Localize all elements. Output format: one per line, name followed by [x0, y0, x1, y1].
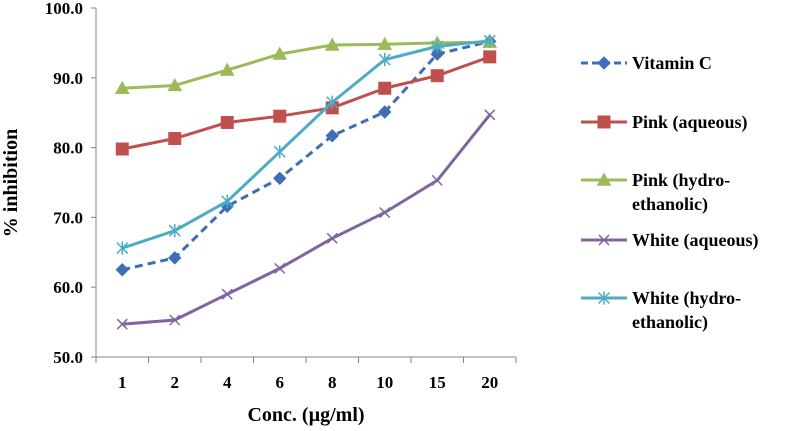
- data-point: [221, 194, 234, 208]
- data-point: [116, 318, 128, 330]
- data-point: [219, 62, 235, 76]
- data-point: [324, 37, 340, 51]
- data-point: [115, 263, 129, 277]
- data-point: [273, 145, 286, 159]
- x-tick-label: 10: [376, 373, 393, 392]
- data-point: [273, 171, 287, 186]
- series-vitamin-c: [115, 34, 497, 277]
- data-point: [169, 314, 181, 326]
- y-tick-label: 80.0: [53, 139, 83, 158]
- data-point: [598, 234, 610, 246]
- y-tick-label: 100.0: [45, 0, 83, 18]
- x-tick-label: 2: [171, 373, 180, 392]
- x-tick-label: 15: [429, 373, 446, 392]
- data-point: [221, 288, 233, 300]
- series-white-aqueous: [116, 109, 496, 330]
- data-point: [483, 34, 496, 48]
- x-axis-title: Conc. (µg/ml): [247, 404, 364, 426]
- series-line: [121, 39, 490, 250]
- y-tick-label: 50.0: [53, 348, 83, 367]
- data-point: [483, 50, 497, 64]
- data-point: [379, 206, 391, 219]
- series-line: [122, 40, 490, 90]
- legend-label: White (hydro-: [632, 288, 741, 309]
- data-point: [273, 109, 287, 123]
- legend-label: ethanolic): [632, 194, 708, 215]
- legend-item: White (aqueous): [581, 230, 759, 251]
- legend-label: Vitamin C: [632, 53, 712, 73]
- legend-label: White (aqueous): [632, 230, 759, 251]
- series-line: [122, 113, 491, 326]
- data-point: [597, 56, 611, 70]
- legend-label: ethanolic): [632, 312, 708, 333]
- data-point: [115, 142, 129, 156]
- data-point: [378, 53, 391, 67]
- x-tick-label: 20: [481, 373, 498, 392]
- legend-label: Pink (aqueous): [632, 112, 748, 133]
- ticks: 50.0 60.0 70.0 80.0 90.0 100.0 1 2 4 6 8 10 15 20: [45, 0, 517, 392]
- series-pink-aqueous: [115, 50, 497, 156]
- data-point: [168, 224, 181, 238]
- data-point: [167, 77, 183, 92]
- data-point: [325, 129, 339, 143]
- legend-item: Pink (hydro-ethanolic): [581, 170, 730, 215]
- data-point: [597, 291, 611, 305]
- data-point: [168, 251, 182, 265]
- data-point: [168, 132, 182, 146]
- data-point: [430, 47, 444, 61]
- x-tick-label: 8: [328, 373, 337, 392]
- series-line: [121, 55, 491, 151]
- data-point: [378, 105, 392, 119]
- y-axis-title: % inhibition: [0, 129, 22, 237]
- data-point: [116, 241, 129, 255]
- data-point: [114, 80, 130, 94]
- x-tick-label: 4: [223, 373, 232, 392]
- data-point: [431, 39, 444, 53]
- data-point: [326, 232, 338, 244]
- data-point: [431, 174, 443, 186]
- data-point: [596, 172, 612, 186]
- data-point: [220, 115, 234, 129]
- y-tick-label: 70.0: [53, 208, 83, 227]
- legend: Vitamin C Pink (aqueous) Pink (hydro-ethan…: [581, 53, 759, 333]
- data-point: [377, 36, 393, 50]
- x-tick-label: 6: [276, 373, 285, 392]
- data-point: [274, 262, 286, 274]
- x-tick-label: 1: [118, 373, 127, 392]
- legend-item: Vitamin C: [581, 53, 712, 73]
- data-point: [378, 81, 392, 95]
- y-tick-label: 90.0: [53, 69, 83, 88]
- legend-item: White (hydro-ethanolic): [581, 288, 741, 333]
- legend-label: Pink (hydro-: [632, 170, 730, 191]
- series-line: [121, 40, 491, 272]
- y-tick-label: 60.0: [53, 278, 83, 297]
- data-point: [484, 109, 496, 121]
- data-point: [597, 115, 611, 129]
- axes: [95, 8, 516, 358]
- series-white-hydro-ethanolic: [116, 34, 496, 255]
- data-point: [430, 69, 444, 83]
- legend-item: Pink (aqueous): [581, 112, 748, 133]
- data-point: [272, 46, 288, 60]
- series-group: [114, 34, 498, 330]
- data-point: [326, 95, 339, 109]
